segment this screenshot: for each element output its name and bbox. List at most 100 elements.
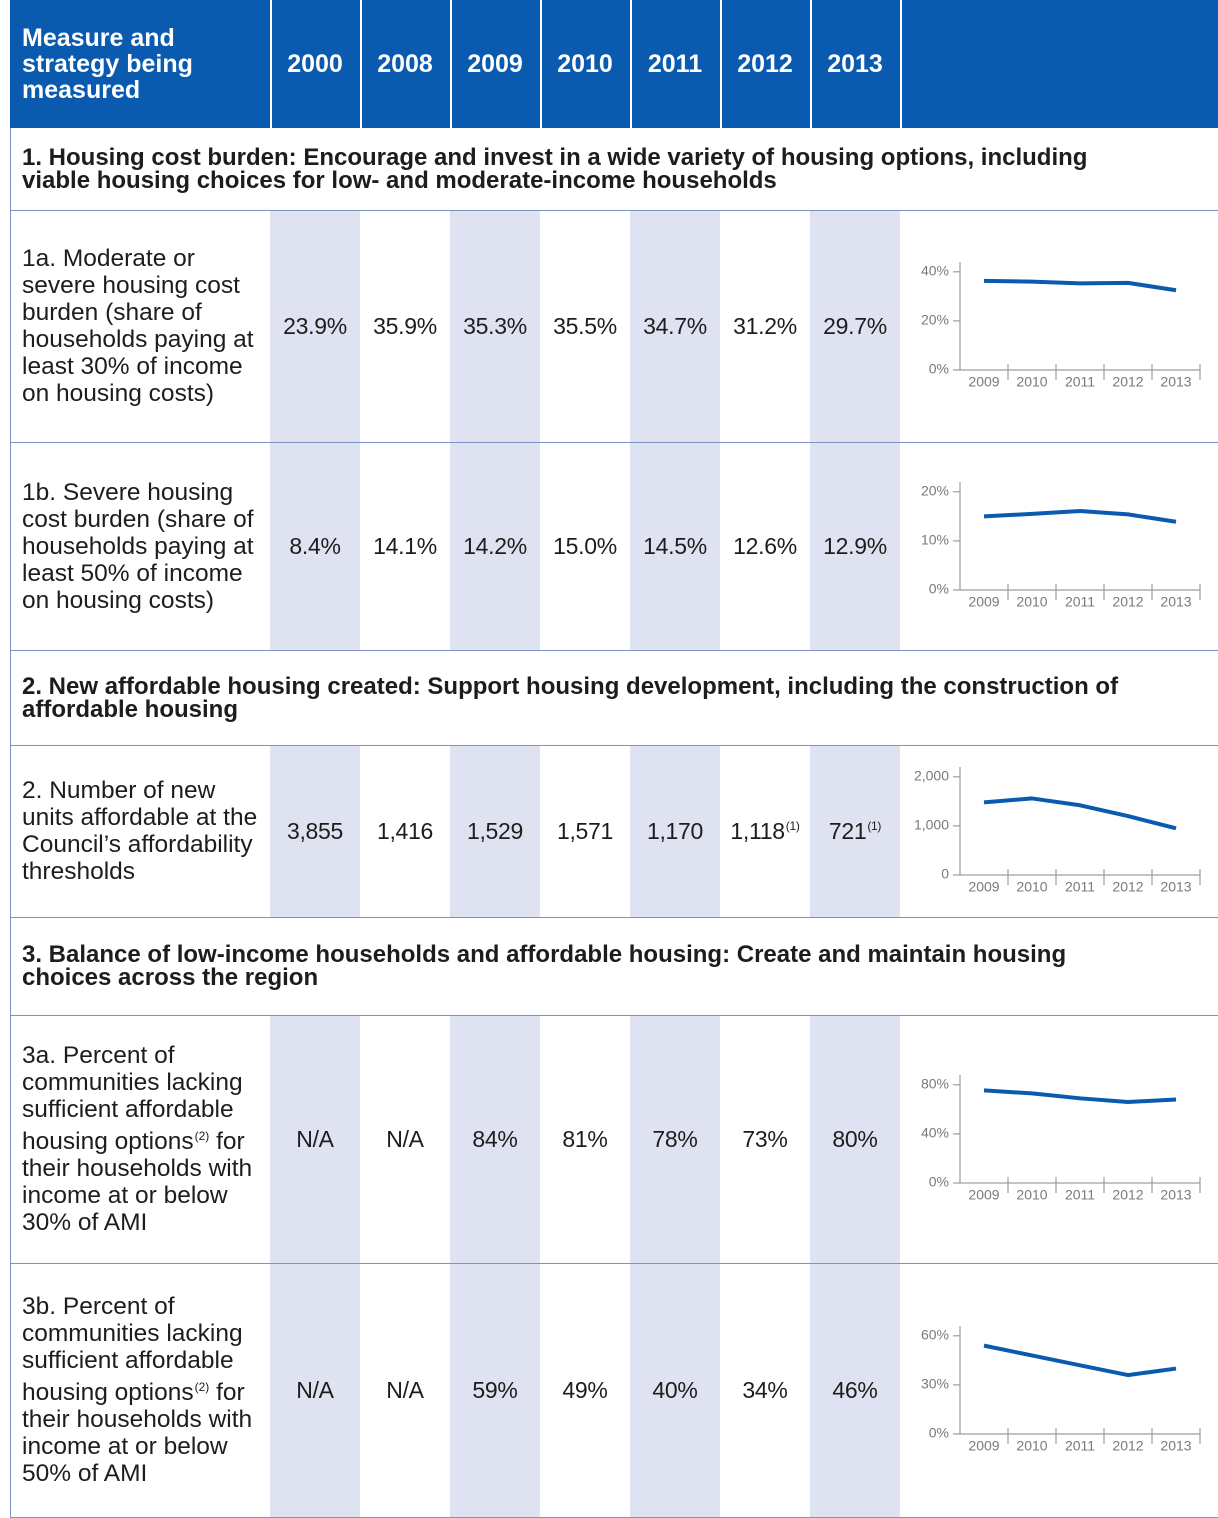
y-tick-label: 10%	[921, 532, 949, 548]
left-border	[10, 128, 11, 1517]
column-shade	[450, 1016, 540, 1263]
value-cell: 35.3%	[450, 210, 540, 442]
column-shade	[810, 1264, 900, 1517]
sparkline: 0 1,000 2,000 2009 2010 2011 2012 2013	[914, 767, 1201, 895]
label-text: for their households with income at or b…	[22, 1128, 259, 1236]
value-cell: 78%	[630, 1015, 720, 1263]
value-cell: 35.9%	[360, 210, 450, 442]
row-divider	[10, 917, 1218, 918]
x-tick-label: 2011	[1065, 1187, 1095, 1203]
value-cell: 23.9%	[270, 210, 360, 442]
value-text: 721	[828, 817, 867, 844]
value-cell: 1,529	[450, 745, 540, 917]
value-text: 8.4%	[289, 532, 341, 559]
column-shade	[270, 1264, 360, 1517]
value-text: 1,416	[376, 817, 434, 844]
y-tick-label: 0	[941, 866, 949, 882]
header-cell: 2010	[557, 49, 613, 78]
row-label-text: 3b. Percent of communities lacking suffi…	[22, 1293, 260, 1487]
value-cell: 3,855	[270, 745, 360, 917]
y-tick-label: 30%	[921, 1376, 949, 1392]
row-label: 3a. Percent of communities lacking suffi…	[10, 1015, 260, 1263]
trend-line	[983, 1088, 1177, 1104]
label-text: 3b. Percent of communities lacking suffi…	[22, 1293, 243, 1406]
y-tick-label: 60%	[921, 1327, 949, 1343]
sparkline: 0% 40% 80% 2009 2010 2011 2012 2013	[921, 1075, 1201, 1203]
value-text: 40%	[652, 1376, 698, 1403]
footnote-mark: (1)	[867, 818, 882, 833]
column-shade	[630, 746, 720, 917]
x-tick-label: 2009	[968, 594, 999, 610]
value-cell: N/A	[270, 1015, 360, 1263]
column-shade	[450, 1264, 540, 1517]
label-text: for their households with income at or b…	[22, 1379, 259, 1487]
y-tick-label: 40%	[921, 263, 949, 279]
value-text: 34.7%	[643, 312, 707, 339]
label-text: 2. Number of new units affordable at the…	[22, 777, 258, 885]
value-cell: 84%	[450, 1015, 540, 1263]
row-divider	[10, 1263, 1218, 1264]
value-cell: 81%	[540, 1015, 630, 1263]
value-text: 84%	[472, 1125, 518, 1152]
column-shade	[810, 211, 900, 442]
x-tick-label: 2010	[1016, 594, 1047, 610]
header-separator	[450, 0, 452, 128]
value-text: N/A	[386, 1125, 424, 1152]
column-shade	[810, 443, 900, 650]
value-text: 12.6%	[733, 532, 797, 559]
x-tick-label: 2011	[1065, 1438, 1095, 1454]
value-text: 31.2%	[733, 312, 797, 339]
x-tick-label: 2012	[1112, 1187, 1143, 1203]
column-shade	[450, 746, 540, 917]
header-separator	[630, 0, 632, 128]
y-tick-label: 80%	[921, 1076, 949, 1092]
value-cell: 1,170	[630, 745, 720, 917]
x-tick-label: 2011	[1065, 374, 1095, 390]
header-separator	[810, 0, 812, 128]
value-text: 3,855	[286, 817, 344, 844]
header-cell: 2008	[377, 49, 433, 78]
value-text: 1,170	[646, 817, 704, 844]
value-cell: 14.1%	[360, 442, 450, 650]
value-text: 35.3%	[463, 312, 527, 339]
row-divider	[10, 442, 1218, 443]
header-cell: 2009	[467, 49, 523, 78]
x-tick-label: 2013	[1160, 1438, 1191, 1454]
value-text: 23.9%	[283, 312, 347, 339]
column-shade	[630, 1016, 720, 1263]
value-cell: 73%	[720, 1015, 810, 1263]
label-text: 1b. Severe housing cost burden (share of…	[22, 478, 254, 614]
header-separator	[540, 0, 542, 128]
value-text: 14.1%	[373, 532, 437, 559]
header-cell: 2013	[827, 49, 883, 78]
value-text: 78%	[652, 1125, 698, 1152]
sparkline: 0% 30% 60% 2009 2010 2011 2012 2013	[921, 1326, 1201, 1454]
row-label: 1a. Moderate or severe housing cost burd…	[10, 210, 260, 442]
header-separator	[720, 0, 722, 128]
x-tick-label: 2009	[968, 374, 999, 390]
row-label-text: 2. Number of new units affordable at the…	[22, 777, 260, 885]
x-tick-label: 2012	[1112, 1438, 1143, 1454]
value-text: 14.5%	[643, 532, 707, 559]
value-text: 721(1)	[828, 817, 882, 845]
row-divider	[10, 745, 1218, 746]
x-tick-label: 2012	[1112, 374, 1143, 390]
value-text: 29.7%	[823, 312, 887, 339]
row-label-text: 3a. Percent of communities lacking suffi…	[22, 1042, 260, 1236]
header-cell: 2012	[737, 49, 793, 78]
column-shade	[810, 746, 900, 917]
value-text: 34%	[742, 1376, 788, 1403]
value-cell: 1,416	[360, 745, 450, 917]
section-title: 2. New affordable housing created: Suppo…	[22, 672, 1119, 723]
x-tick-label: 2013	[1160, 374, 1191, 390]
footnote-mark: (2)	[194, 1129, 210, 1143]
value-cell: 15.0%	[540, 442, 630, 650]
value-cell: 12.6%	[720, 442, 810, 650]
row-label-text: 1b. Severe housing cost burden (share of…	[22, 479, 260, 614]
value-text: 14.2%	[463, 532, 527, 559]
column-shade	[450, 443, 540, 650]
value-cell: 35.5%	[540, 210, 630, 442]
value-text: 15.0%	[553, 532, 617, 559]
y-tick-label: 20%	[921, 312, 949, 328]
y-tick-label: 0%	[929, 1174, 949, 1190]
